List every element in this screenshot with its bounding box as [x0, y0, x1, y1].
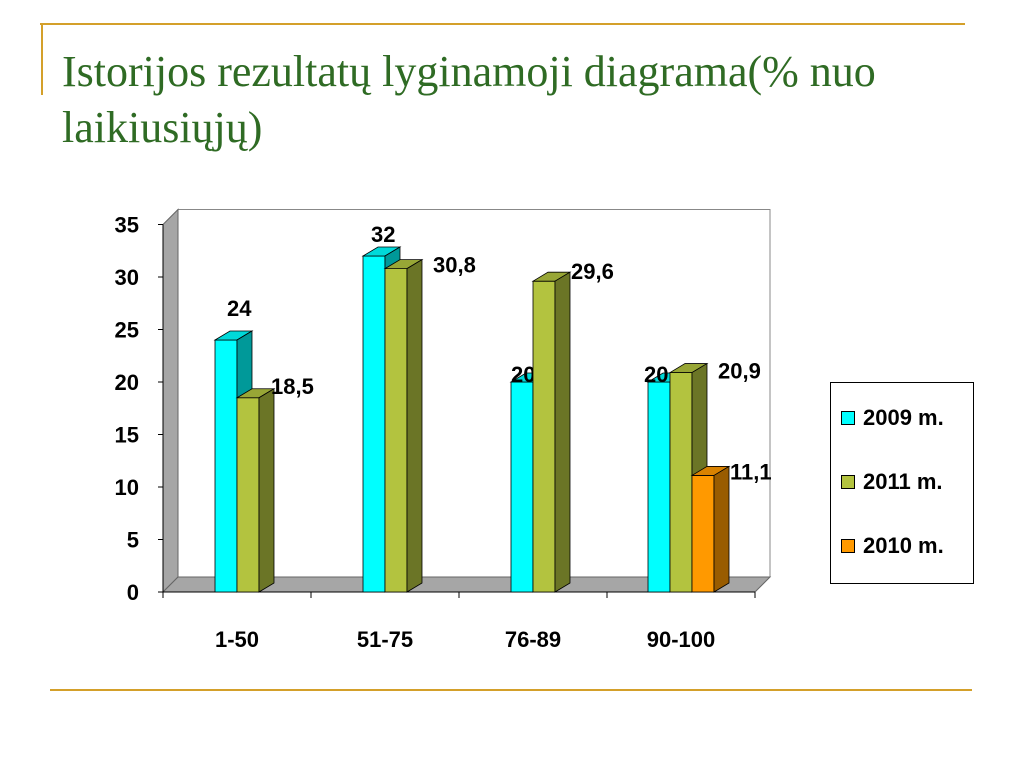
bar: [362, 255, 386, 593]
y-tick-label: 30: [115, 265, 139, 290]
data-label: 20: [511, 362, 535, 387]
legend-label-2011: 2011 m.: [863, 469, 943, 494]
y-tick-label: 0: [127, 580, 139, 605]
y-tick-label: 15: [115, 423, 139, 448]
bottom-rule: [50, 689, 972, 691]
x-category-label: 1-50: [215, 627, 259, 652]
legend-swatch-2009: [841, 411, 855, 425]
slide-title: Istorijos rezultatų lyginamoji diagrama(…: [62, 47, 876, 152]
legend-swatch-2011: [841, 475, 855, 489]
bar-side-face: [713, 465, 730, 593]
legend-item-2010: 2010 m.: [841, 533, 944, 559]
data-label: 32: [371, 222, 395, 247]
data-label: 29,6: [571, 259, 614, 284]
legend-label-2010: 2010 m.: [863, 533, 944, 558]
bar: [510, 381, 534, 593]
data-label: 24: [227, 296, 252, 321]
top-rule: [40, 23, 965, 25]
x-category-label: 90-100: [647, 627, 716, 652]
bar: [384, 268, 408, 593]
chart-legend: 2009 m. 2011 m. 2010 m.: [830, 382, 974, 584]
data-label: 11,1: [730, 459, 772, 484]
left-rule: [41, 23, 43, 95]
y-tick-label: 35: [115, 213, 139, 238]
bar: [691, 475, 715, 593]
chart-side-wall: [162, 208, 179, 594]
bar: [532, 280, 556, 593]
legend-label-2009: 2009 m.: [863, 405, 944, 430]
bar: [214, 339, 238, 593]
x-category-label: 76-89: [505, 627, 561, 652]
bar: [236, 397, 260, 593]
data-label: 20,9: [718, 359, 761, 384]
bar-side-face: [554, 271, 571, 593]
y-tick-label: 5: [127, 528, 139, 553]
data-label: 18,5: [271, 374, 314, 399]
x-category-label: 51-75: [357, 627, 413, 652]
y-tick-label: 10: [115, 475, 139, 500]
data-label: 20: [644, 362, 668, 387]
bar-side-face: [406, 258, 423, 593]
legend-swatch-2010: [841, 539, 855, 553]
y-tick-label: 25: [115, 318, 139, 343]
data-label: 30,8: [433, 253, 476, 278]
legend-item-2011: 2011 m.: [841, 469, 943, 495]
y-tick-label: 20: [115, 370, 139, 395]
bar-side-face: [258, 388, 275, 593]
legend-item-2009: 2009 m.: [841, 405, 944, 431]
bar: [647, 381, 671, 593]
bar: [669, 372, 693, 593]
